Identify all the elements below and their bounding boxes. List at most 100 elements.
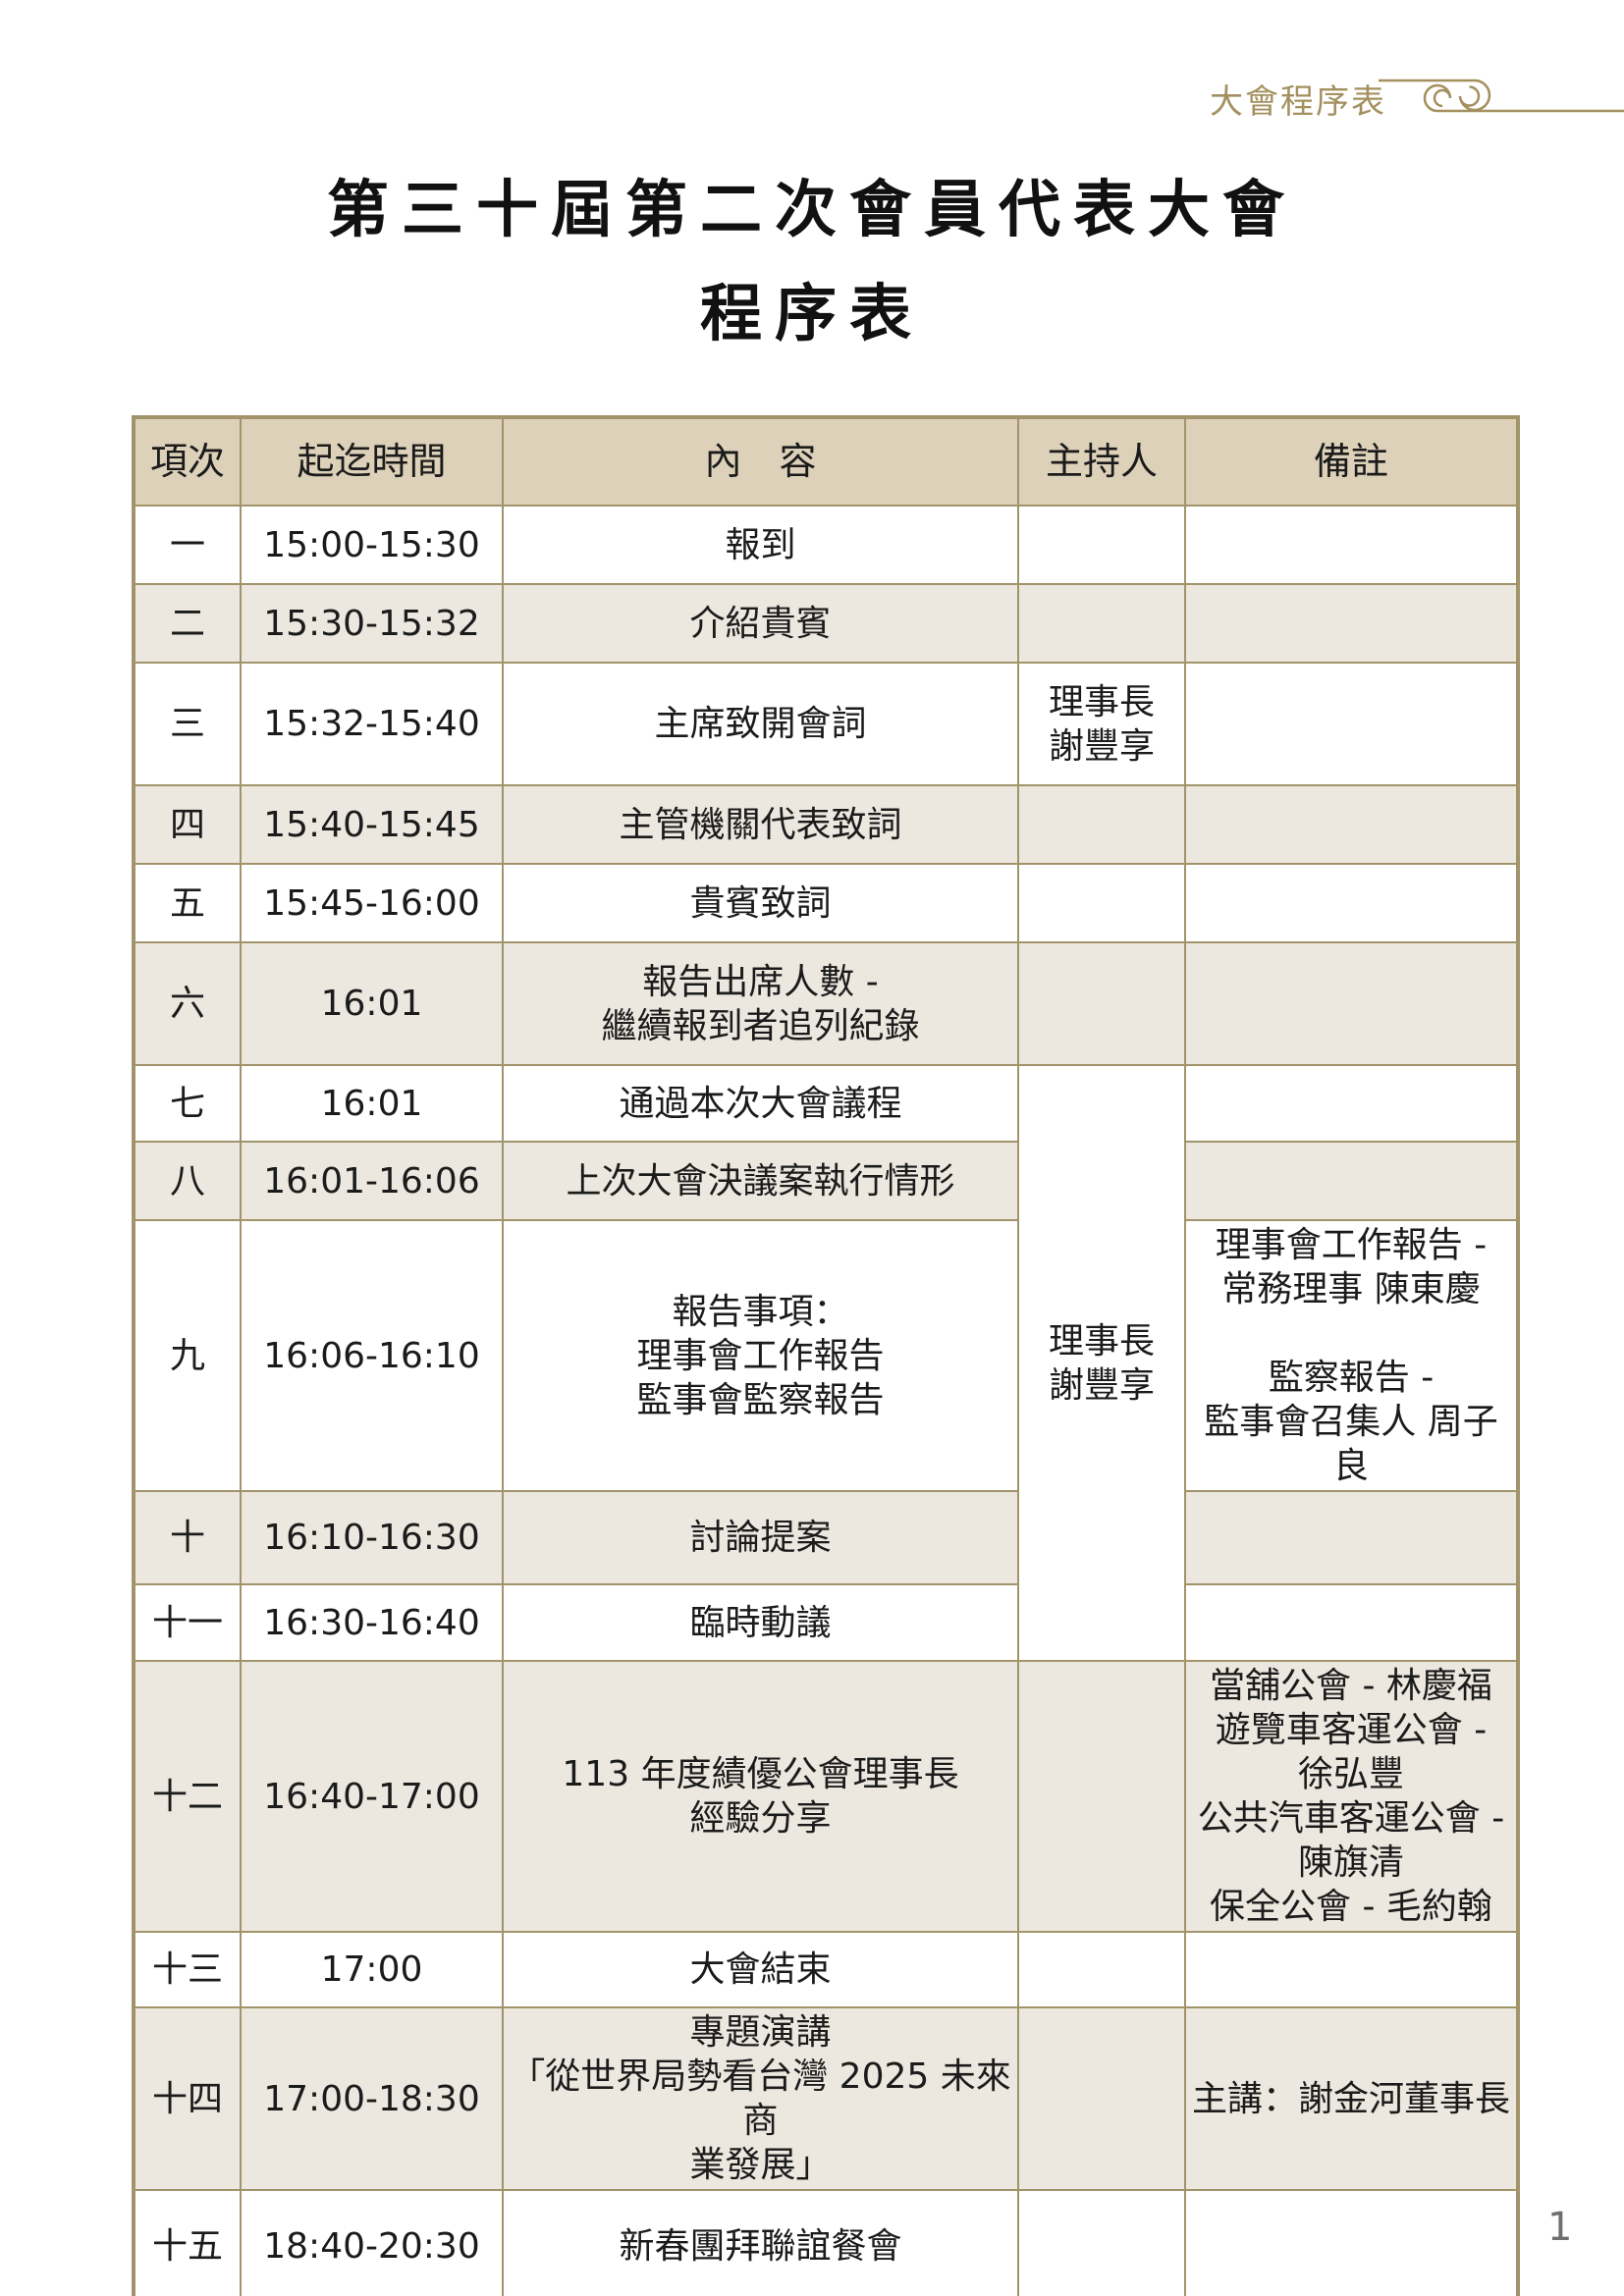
table-row: 十三 17:00 大會結束 [133,1931,1519,2008]
cell-time: 15:45-16:00 [240,863,504,943]
cell-host [1017,784,1186,865]
cell-time: 16:01-16:06 [240,1141,504,1221]
col-header-content: 內 容 [502,416,1019,507]
table-row: 四 15:40-15:45 主管機關代表致詞 [133,784,1519,865]
cell-content: 通過本次大會議程 [502,1064,1019,1143]
cell-note [1184,1931,1519,2008]
cell-note [1184,863,1519,943]
table-row: 八 16:01-16:06 上次大會決議案執行情形 [133,1141,1519,1221]
cell-time: 15:00-15:30 [240,505,504,585]
cell-host-merged: 理事長 謝豐享 [1017,1064,1186,1662]
table-row: 三 15:32-15:40 主席致開會詞 理事長 謝豐享 [133,662,1519,786]
table-row: 五 15:45-16:00 貴賓致詞 [133,863,1519,943]
cell-content: 介紹貴賓 [502,583,1019,664]
table-row: 十一 16:30-16:40 臨時動議 [133,1583,1519,1662]
cell-content: 貴賓致詞 [502,863,1019,943]
cell-host [1017,1660,1186,1933]
table-row: 一 15:00-15:30 報到 [133,505,1519,585]
cell-note [1184,2189,1519,2296]
cell-content: 報告出席人數 - 繼續報到者追列紀錄 [502,941,1019,1066]
cell-content: 臨時動議 [502,1583,1019,1662]
cloud-swirl-icon [1379,79,1624,113]
table-row: 十 16:10-16:30 討論提案 [133,1490,1519,1585]
cell-no: 十三 [133,1931,242,2008]
cell-no: 一 [133,505,242,585]
table-row: 十四 17:00-18:30 專題演講 「從世界局勢看台灣 2025 未來商 業… [133,2006,1519,2191]
cell-no: 十二 [133,1660,242,1933]
cell-host [1017,505,1186,585]
cell-note [1184,784,1519,865]
cell-time: 17:00 [240,1931,504,2008]
cell-note [1184,1141,1519,1221]
cell-content: 大會結束 [502,1931,1019,2008]
cell-note [1184,505,1519,585]
col-header-note: 備註 [1184,416,1519,507]
table-row: 十二 16:40-17:00 113 年度績優公會理事長 經驗分享 當舖公會 -… [133,1660,1519,1933]
cell-host [1017,583,1186,664]
cell-content: 113 年度績優公會理事長 經驗分享 [502,1660,1019,1933]
cell-content: 討論提案 [502,1490,1019,1585]
cell-time: 18:40-20:30 [240,2189,504,2296]
table-header-row: 項次 起迄時間 內 容 主持人 備註 [133,416,1519,507]
cell-note: 主講：謝金河董事長 [1184,2006,1519,2191]
cell-note: 當舖公會 - 林慶福 遊覽車客運公會 - 徐弘豐 公共汽車客運公會 - 陳旗清 … [1184,1660,1519,1933]
cell-note: 理事會工作報告 - 常務理事 陳東慶 監察報告 - 監事會召集人 周子良 [1184,1219,1519,1492]
cell-content: 上次大會決議案執行情形 [502,1141,1019,1221]
cell-content: 報告事項： 理事會工作報告 監事會監察報告 [502,1219,1019,1492]
cell-host [1017,863,1186,943]
cell-no: 十 [133,1490,242,1585]
cell-no: 六 [133,941,242,1066]
cell-time: 15:40-15:45 [240,784,504,865]
cell-note [1184,662,1519,786]
cell-note [1184,583,1519,664]
cell-time: 15:30-15:32 [240,583,504,664]
cell-note [1184,1064,1519,1143]
table-row: 九 16:06-16:10 報告事項： 理事會工作報告 監事會監察報告 理事會工… [133,1219,1519,1492]
cell-time: 16:01 [240,1064,504,1143]
cell-time: 16:10-16:30 [240,1490,504,1585]
cell-no: 五 [133,863,242,943]
cell-no: 三 [133,662,242,786]
page-title: 第三十屆第二次會員代表大會 程序表 [0,157,1624,365]
page-number: 1 [1547,2205,1573,2250]
cell-content: 主管機關代表致詞 [502,784,1019,865]
cell-host: 理事長 謝豐享 [1017,662,1186,786]
cell-no: 十一 [133,1583,242,1662]
cell-note [1184,941,1519,1066]
cell-content: 新春團拜聯誼餐會 [502,2189,1019,2296]
agenda-table: 項次 起迄時間 內 容 主持人 備註 一 15:00-15:30 報到 二 15… [132,415,1520,2296]
cell-content: 專題演講 「從世界局勢看台灣 2025 未來商 業發展」 [502,2006,1019,2191]
cell-no: 十四 [133,2006,242,2191]
cell-note [1184,1490,1519,1585]
cell-host [1017,1931,1186,2008]
cell-time: 16:06-16:10 [240,1219,504,1492]
cell-note [1184,1583,1519,1662]
table-row: 十五 18:40-20:30 新春團拜聯誼餐會 [133,2189,1519,2296]
table-row: 六 16:01 報告出席人數 - 繼續報到者追列紀錄 [133,941,1519,1066]
cell-no: 二 [133,583,242,664]
cell-time: 17:00-18:30 [240,2006,504,2191]
table-row: 二 15:30-15:32 介紹貴賓 [133,583,1519,664]
cell-host [1017,2189,1186,2296]
cell-no: 四 [133,784,242,865]
cell-content: 主席致開會詞 [502,662,1019,786]
cell-host [1017,2006,1186,2191]
cell-time: 15:32-15:40 [240,662,504,786]
page-title-line2: 程序表 [700,277,924,349]
cell-no: 七 [133,1064,242,1143]
cell-host [1017,941,1186,1066]
cell-content: 報到 [502,505,1019,585]
cell-time: 16:01 [240,941,504,1066]
cell-no: 十五 [133,2189,242,2296]
ribbon-label: 大會程序表 [1210,82,1386,122]
col-header-item: 項次 [133,416,242,507]
page-title-line1: 第三十屆第二次會員代表大會 [327,173,1297,245]
col-header-host: 主持人 [1017,416,1186,507]
cell-no: 九 [133,1219,242,1492]
col-header-time: 起迄時間 [240,416,504,507]
table-row: 七 16:01 通過本次大會議程 理事長 謝豐享 [133,1064,1519,1662]
cell-no: 八 [133,1141,242,1221]
cell-time: 16:40-17:00 [240,1660,504,1933]
cell-time: 16:30-16:40 [240,1583,504,1662]
